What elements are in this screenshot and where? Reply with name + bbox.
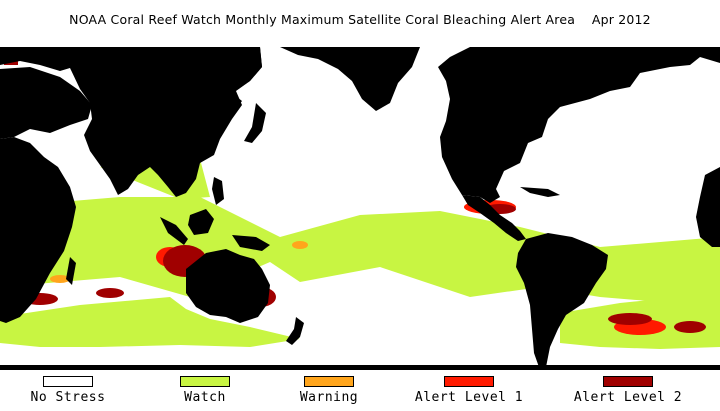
legend-swatch bbox=[603, 376, 653, 387]
legend-label: No Stress bbox=[30, 390, 106, 405]
legend-label: Alert Level 1 bbox=[414, 390, 524, 405]
legend-label: Warning bbox=[299, 390, 359, 405]
australia-landmass bbox=[186, 249, 270, 323]
alert-area-map bbox=[0, 47, 720, 370]
alert-level-2-zone bbox=[608, 313, 652, 325]
north-america-mainland bbox=[438, 47, 720, 203]
borneo-landmass bbox=[188, 209, 214, 235]
legend-swatch bbox=[43, 376, 93, 387]
legend-item-alert-level-1: Alert Level 1 bbox=[404, 376, 534, 405]
caribbean-islands bbox=[520, 187, 560, 197]
map-title: NOAA Coral Reef Watch Monthly Maximum Sa… bbox=[0, 12, 720, 27]
watch-zone-south-indian bbox=[0, 297, 300, 347]
alert-level-2-zone bbox=[96, 288, 124, 298]
world-map-svg bbox=[0, 47, 720, 370]
europe-landmass bbox=[0, 67, 92, 139]
japan-landmass bbox=[244, 103, 266, 143]
philippines-landmass bbox=[212, 177, 224, 205]
landmasses bbox=[0, 47, 720, 370]
central-america-landmass bbox=[462, 195, 526, 241]
legend-item-watch: Watch bbox=[140, 376, 270, 405]
new-guinea-landmass bbox=[232, 235, 270, 251]
sumatra-landmass bbox=[160, 217, 188, 245]
title-date: Apr 2012 bbox=[591, 12, 651, 27]
warning-zone bbox=[292, 241, 308, 249]
asia-landmass bbox=[60, 47, 262, 197]
warning-zone bbox=[50, 275, 70, 283]
legend-swatch bbox=[304, 376, 354, 387]
antarctica-landmass bbox=[0, 365, 720, 370]
legend-item-alert-level-2: Alert Level 2 bbox=[563, 376, 693, 405]
legend: No Stress Watch Warning Alert Level 1 Al… bbox=[0, 376, 720, 411]
legend-label: Alert Level 2 bbox=[573, 390, 683, 405]
new-zealand-landmass bbox=[286, 317, 304, 345]
legend-label: Watch bbox=[184, 390, 226, 405]
legend-item-warning: Warning bbox=[264, 376, 394, 405]
madagascar-landmass bbox=[66, 257, 76, 285]
legend-swatch bbox=[180, 376, 230, 387]
alert-level-2-zone bbox=[674, 321, 706, 333]
greenland-landmass bbox=[280, 47, 420, 111]
title-main: NOAA Coral Reef Watch Monthly Maximum Sa… bbox=[69, 12, 576, 27]
africa-landmass bbox=[0, 137, 76, 323]
south-america-landmass bbox=[516, 233, 608, 370]
africa-west-landmass bbox=[696, 167, 720, 247]
legend-item-no-stress: No Stress bbox=[3, 376, 133, 405]
legend-swatch bbox=[444, 376, 494, 387]
